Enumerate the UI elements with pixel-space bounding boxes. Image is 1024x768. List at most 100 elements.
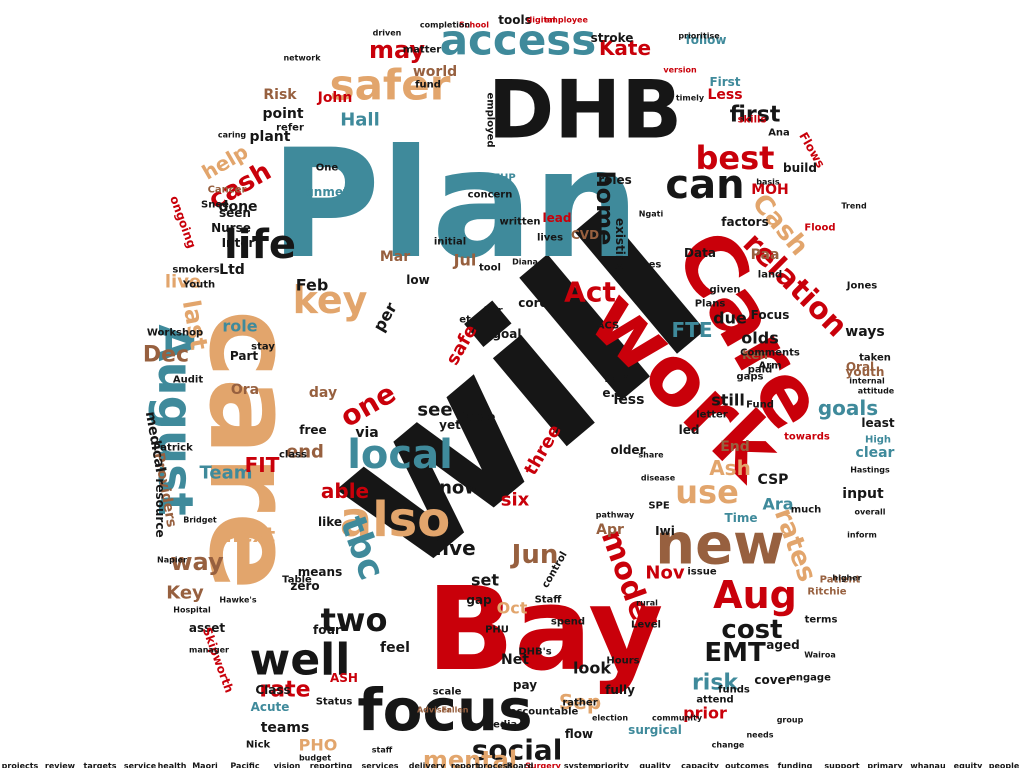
word-led: led [679,423,700,437]
word-first: First [709,75,740,89]
word-community: community [652,714,703,723]
word-caring: caring [218,131,247,140]
word-capacity: capacity [681,762,720,768]
word-disease: disease [641,474,676,483]
word-youth: youth [846,365,885,379]
word-cvd: CVD [571,228,599,242]
word-first: first [730,103,781,128]
word-ritchie: Ritchie [807,587,846,598]
word-day: day [309,385,337,401]
word-quality: quality [639,762,671,768]
word-follow: follow [685,33,726,47]
word-media: media [483,720,518,731]
word-digital: digital [527,16,556,25]
word-feb: Feb [296,276,329,295]
word-set: set [471,571,499,590]
word-election: election [592,714,628,723]
word-moh: MOH [751,182,789,198]
word-goal: goal [492,327,521,341]
word-nov: Nov [645,563,684,584]
word-can: can [665,162,744,208]
word-report: report [451,762,480,768]
word-five: five [434,536,475,560]
word-inform: inform [847,531,877,540]
word-inter: Inter [222,236,255,250]
word-four: four [313,623,341,637]
word-still: still [711,391,745,410]
word-jul: Jul [453,251,477,270]
word-oct: Oct [497,599,528,618]
word-tool: tool [479,263,501,274]
word-lives: lives [537,233,563,244]
word-class: class [279,450,307,461]
word-one: One [316,163,339,174]
word-surgery: Surgery [525,762,562,768]
word-free: free [299,423,326,437]
word-initial: initial [434,237,466,248]
word-hall: Hall [340,110,380,131]
word-stay: stay [251,342,275,353]
word-scale: scale [433,687,462,698]
word-refer: refer [276,123,304,134]
word-arm: Arm [758,361,781,372]
word-roles: roles [598,173,632,187]
word-lead: lead [543,211,572,225]
word-ken: Ken [742,348,768,362]
word-support: support [824,762,859,768]
word-maori: Maori [192,762,218,768]
word-overall: overall [855,508,886,517]
word-basis: basis [756,178,780,187]
word-nick: Nick [246,740,271,751]
word-goals: goals [818,396,878,420]
word-whanau: whanau [910,762,946,768]
word-surgical: surgical [628,723,682,737]
word-terms: terms [805,615,838,626]
word-net: Net [501,652,529,668]
word-low: low [406,273,429,287]
word-issue: issue [687,567,716,578]
word-key: Key [166,583,204,604]
word-tools: tools [498,13,531,27]
word-acute: Acute [251,700,290,714]
word-driven: driven [373,29,402,38]
word-act: Act [564,276,616,309]
word-core: core [518,296,547,310]
word-iwi: Iwi [655,524,675,538]
word-wairoa: Wairoa [804,651,836,660]
word-cancer: Cancer [208,185,247,196]
word-csp: CSP [758,472,789,488]
word-fund: Fund [746,400,774,411]
word-due: due [713,309,747,328]
word-zero: zero [290,579,319,593]
word-prioritise: prioritise [678,32,720,41]
word-team: Team [200,463,253,484]
word-safer: safer [330,61,451,110]
word-board: Board [507,762,534,768]
word-hastings: Hastings [850,466,890,475]
word-see: see [417,400,452,421]
word-employee: employee [544,16,588,25]
word-timely: timely [676,94,705,103]
word-patrick: Patrick [153,443,193,454]
word-nurse: Nurse [211,221,251,235]
word-clear: clear [856,445,895,461]
word-staff: Staff [535,595,563,606]
word-like: like [318,515,342,529]
word-non: non [604,371,629,385]
word-end: end [286,442,324,463]
word-resource: resource [153,478,167,537]
word-plan: Plan [270,118,639,292]
word-ash: ASH [330,671,358,685]
word-gaps: gaps [736,372,763,383]
word-august: August [147,324,203,515]
word-social: social [472,734,563,767]
word-network: network [283,54,321,63]
word-equity: equity [954,762,983,768]
word-change: change [712,741,745,750]
word-prior: prior [683,704,727,723]
word-much: much [791,505,822,516]
word-ltd: Ltd [219,262,245,278]
word-care: care [183,310,317,590]
word-projects: projects [2,762,39,768]
word-existing: existing [613,218,627,272]
